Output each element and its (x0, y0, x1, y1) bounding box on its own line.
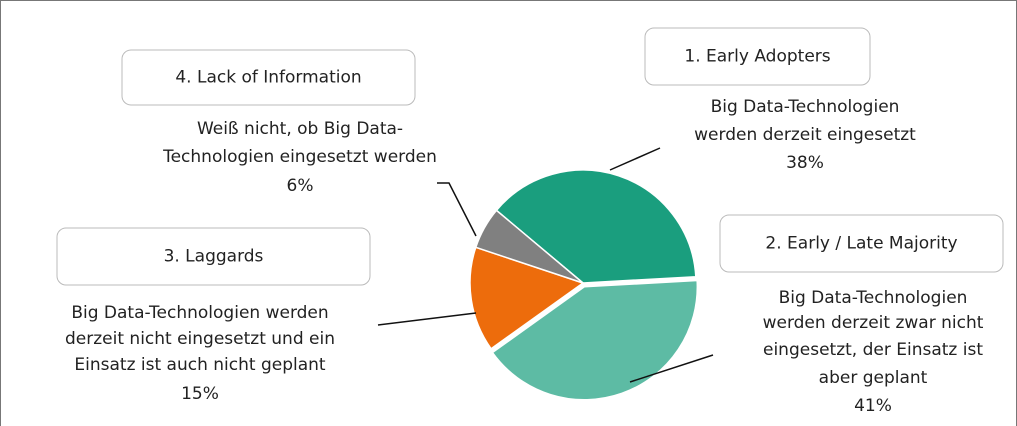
pie-slice (495, 169, 697, 284)
leader-line (377, 312, 477, 326)
description: Big Data-Technologien werden (71, 303, 328, 323)
label-box (56, 227, 371, 286)
leader-line (609, 147, 661, 171)
category-label: 2. Early / Late Majority (765, 234, 957, 254)
pie-slice (474, 209, 584, 284)
category-label: 4. Lack of Information (175, 68, 361, 88)
value-label: 15% (181, 384, 219, 404)
value-label: 41% (854, 396, 892, 416)
description: Technologien eingesetzt werden (162, 147, 437, 167)
description: Weiß nicht, ob Big Data- (197, 119, 403, 139)
label-box (719, 214, 1004, 273)
pie-slice (491, 279, 699, 401)
label-box (121, 49, 416, 106)
description: aber geplant (819, 368, 928, 388)
pie-slice (469, 246, 585, 350)
category-label: 3. Laggards (164, 247, 264, 267)
description: werden derzeit zwar nicht (763, 313, 984, 333)
leader-line (629, 354, 714, 383)
description: Big Data-Technologien (779, 288, 968, 308)
value-label: 6% (287, 176, 314, 196)
description: derzeit nicht eingesetzt und ein (65, 329, 335, 349)
description: eingesetzt, der Einsatz ist (763, 340, 983, 360)
description: werden derzeit eingesetzt (694, 125, 916, 145)
category-label: 1. Early Adopters (684, 47, 830, 67)
leader-line (437, 182, 477, 237)
description: Einsatz ist auch nicht geplant (74, 355, 326, 375)
description: Big Data-Technologien (711, 97, 900, 117)
value-label: 38% (786, 153, 824, 173)
label-box (644, 27, 871, 86)
